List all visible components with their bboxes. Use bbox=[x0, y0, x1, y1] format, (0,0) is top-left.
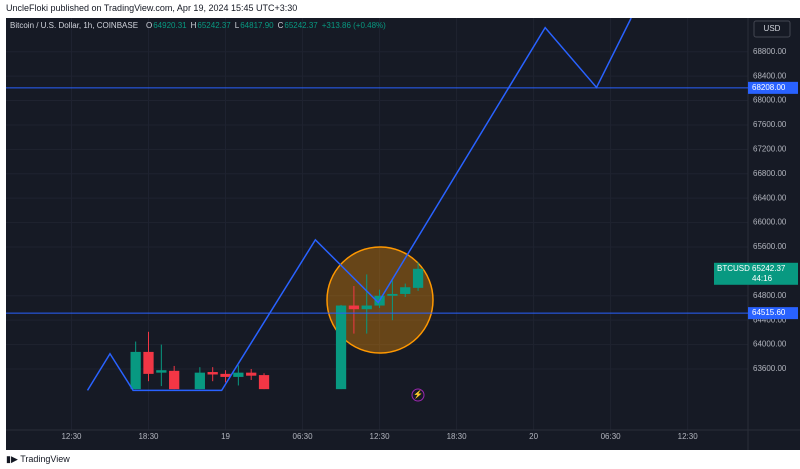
ohlc-value: 65242.37 bbox=[197, 21, 231, 30]
candle-body bbox=[156, 370, 167, 373]
currency-box[interactable] bbox=[753, 20, 791, 38]
candle-body bbox=[169, 370, 180, 390]
y-tick-label: 67600.00 bbox=[753, 120, 787, 129]
ohlc-change: +313.86 (+0.48%) bbox=[322, 21, 386, 30]
y-tick-label: 66800.00 bbox=[753, 169, 787, 178]
ohlc-key: H bbox=[191, 21, 197, 30]
candle-body bbox=[233, 372, 244, 377]
x-tick-label: 20 bbox=[529, 432, 538, 441]
candle-body bbox=[207, 372, 218, 375]
footer-brand: TradingView bbox=[20, 454, 70, 464]
ohlc-key: O bbox=[146, 21, 152, 30]
ohlc-value: 64920.31 bbox=[153, 21, 187, 30]
header: UncleFloki published on TradingView.com,… bbox=[6, 3, 298, 13]
x-tick-label: 12:30 bbox=[370, 432, 391, 441]
chart-title: Bitcoin / U.S. Dollar, 1h, COINBASE bbox=[10, 21, 138, 30]
x-tick-label: 12:30 bbox=[678, 432, 699, 441]
y-tick-label: 64400.00 bbox=[753, 315, 787, 324]
x-tick-label: 19 bbox=[221, 432, 230, 441]
candle-body bbox=[361, 305, 372, 310]
y-tick-label: 66400.00 bbox=[753, 193, 787, 202]
y-tick-label: 63600.00 bbox=[753, 364, 787, 373]
countdown: 44:16 bbox=[752, 274, 773, 283]
candle-body bbox=[412, 268, 424, 288]
price-label-bg bbox=[748, 81, 798, 94]
event-icon-glyph: ⚡ bbox=[413, 389, 423, 399]
y-tick-label: 68000.00 bbox=[753, 96, 787, 105]
x-tick-label: 06:30 bbox=[601, 432, 622, 441]
ohlc-value: 65242.37 bbox=[284, 21, 318, 30]
y-tick-label: 68800.00 bbox=[753, 47, 787, 56]
y-tick-label: 67200.00 bbox=[753, 144, 787, 153]
price-label-bg bbox=[748, 307, 798, 320]
candle-body bbox=[387, 293, 398, 296]
x-tick-label: 12:30 bbox=[61, 432, 82, 441]
last-price-label: 65242.37 bbox=[752, 264, 786, 273]
candle-body bbox=[143, 351, 154, 374]
price-label: 64515.60 bbox=[752, 308, 786, 317]
candle-body bbox=[220, 373, 231, 377]
chart: ⚡ Bitcoin / U.S. Dollar, 1h, COINBASE US… bbox=[6, 18, 800, 450]
ohlc-key: C bbox=[278, 21, 284, 30]
candle-body bbox=[246, 372, 257, 376]
y-tick-label: 65600.00 bbox=[753, 242, 787, 251]
y-tick-label: 66000.00 bbox=[753, 218, 787, 227]
y-tick-label: 68400.00 bbox=[753, 71, 787, 80]
footer: ▮▶ TradingView bbox=[6, 454, 70, 464]
candle-body bbox=[130, 351, 141, 390]
candle-body bbox=[335, 305, 347, 390]
y-tick-label: 64800.00 bbox=[753, 291, 787, 300]
ohlc-value: 64817.90 bbox=[240, 21, 274, 30]
price-label: 68208.00 bbox=[752, 83, 786, 92]
last-price-symbol: BTCUSD bbox=[717, 264, 750, 273]
candle-body bbox=[400, 287, 411, 294]
event-icon bbox=[411, 388, 425, 402]
currency: USD bbox=[764, 24, 781, 33]
candle-body bbox=[258, 375, 270, 390]
candle-body bbox=[194, 372, 205, 390]
x-tick-label: 18:30 bbox=[138, 432, 159, 441]
last-price-bg bbox=[714, 262, 798, 285]
trend-line bbox=[86, 18, 632, 392]
x-tick-label: 18:30 bbox=[447, 432, 468, 441]
candle-body bbox=[348, 305, 360, 310]
ohlc-key: L bbox=[235, 21, 240, 30]
x-tick-label: 06:30 bbox=[293, 432, 314, 441]
y-tick-label: 64000.00 bbox=[753, 340, 787, 349]
